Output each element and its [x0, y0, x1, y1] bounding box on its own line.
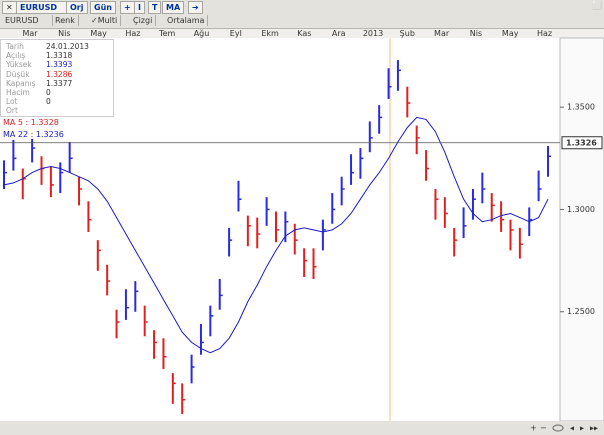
- subbar-item[interactable]: Ortalama: [164, 15, 209, 26]
- month-label: Mar: [434, 29, 450, 38]
- toolbar-button[interactable]: I: [134, 1, 145, 14]
- month-label: 2013: [363, 29, 383, 38]
- info-label: Düşük 1.3286: [6, 69, 73, 79]
- scroll-left[interactable]: ◂: [570, 424, 574, 433]
- info-value: 0: [46, 88, 51, 97]
- month-label: Mar: [22, 29, 38, 38]
- month-label: Haz: [537, 29, 552, 38]
- toolbar: ✕ EURUSD Orj Gün + I T MA ➔ ⬜: [0, 0, 604, 15]
- month-label: Ekm: [261, 29, 279, 38]
- y-tick-label: 1.3500: [567, 103, 595, 112]
- ma5-label: MA 5 : 1.3328: [1, 118, 61, 127]
- symbol-select[interactable]: EURUSD: [16, 1, 68, 14]
- info-label: Kapanış 1.3377: [6, 78, 73, 88]
- info-value: 24.01.2013: [46, 42, 89, 51]
- month-label: May: [502, 29, 519, 38]
- month-label: Ağu: [194, 29, 210, 38]
- month-label: Kas: [297, 29, 311, 38]
- y-tick-label: 1.3000: [567, 205, 595, 214]
- toolbar-button[interactable]: +: [120, 1, 135, 14]
- info-label: Tarih 24.01.2013: [6, 42, 89, 51]
- window-icon[interactable]: ⬜: [592, 1, 602, 10]
- last-price-box: [561, 136, 603, 150]
- info-value: 0: [46, 97, 51, 107]
- month-label: Şub: [400, 29, 415, 38]
- toolbar-button[interactable]: Gün: [90, 1, 116, 14]
- toolbar-button[interactable]: ➔: [188, 1, 203, 14]
- toolbar-button[interactable]: MA: [162, 1, 185, 14]
- info-value: 1.3377: [46, 78, 73, 88]
- info-value: 1.3393: [46, 60, 73, 70]
- month-label: Eyl: [230, 29, 242, 38]
- month-label: Ara: [332, 29, 346, 38]
- scroll-thumb[interactable]: [552, 424, 564, 432]
- month-label: Nis: [58, 29, 70, 38]
- month-label: Tem: [158, 29, 175, 38]
- month-label: May: [90, 29, 107, 38]
- zoom-in[interactable]: −: [540, 424, 547, 433]
- info-value: 1.3318: [46, 51, 73, 61]
- subbar-item[interactable]: Çizgi: [130, 15, 157, 26]
- price-axis: [559, 37, 604, 422]
- y-tick-label: 1.2500: [567, 307, 595, 316]
- info-label: Açılış 1.3318: [6, 51, 73, 61]
- subbar-symbol: EURUSD: [2, 15, 53, 26]
- zoom-out[interactable]: +: [530, 424, 537, 433]
- scrollbar: [0, 421, 604, 435]
- toolbar-button[interactable]: T: [148, 1, 162, 14]
- last-price-label: 1.3326: [566, 138, 597, 147]
- info-value: 1.3286: [46, 69, 73, 79]
- close-button[interactable]: ✕: [2, 1, 17, 14]
- subbar-item[interactable]: ✓Multi: [88, 15, 122, 26]
- subbar-item[interactable]: Renk: [52, 15, 79, 26]
- scroll-end[interactable]: ▸▸: [590, 424, 598, 433]
- info-label: Hacim 0: [6, 88, 51, 97]
- ma22-label: MA 22 : 1.3236: [1, 130, 66, 139]
- info-panel: Tarih 24.01.2013 Açılış 1.3318 Yüksek 1.3393 D…: [0, 39, 114, 117]
- month-axis: [0, 28, 604, 38]
- info-label: Yüksek 1.3393: [6, 60, 73, 70]
- month-label: Nis: [470, 29, 482, 38]
- info-label: Lot 0: [6, 97, 51, 107]
- subbar: EURUSD Renk ✓Multi Çizgi Ortalama: [0, 14, 604, 29]
- info-label: Ort: [6, 106, 18, 116]
- month-label: Haz: [125, 29, 140, 38]
- scroll-right[interactable]: ▸: [580, 424, 584, 433]
- toolbar-button[interactable]: Orj: [66, 1, 88, 14]
- ma22-line: [3, 116, 549, 354]
